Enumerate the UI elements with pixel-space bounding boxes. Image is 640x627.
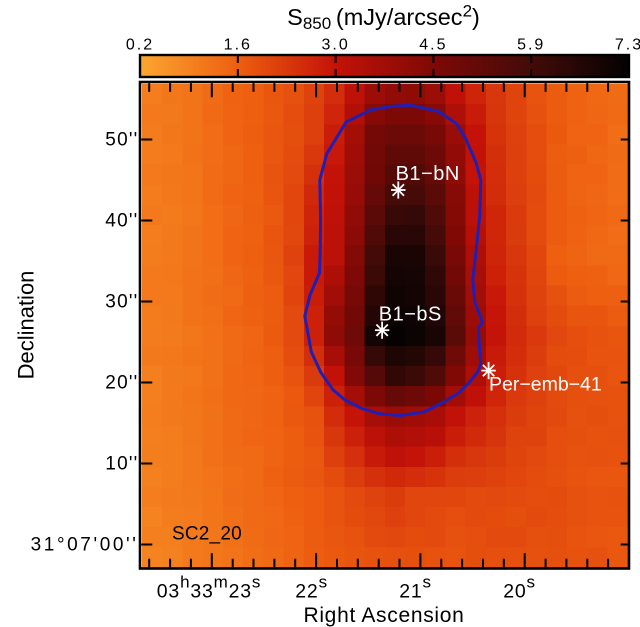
svg-text:21s: 21s — [399, 573, 432, 603]
svg-text:Per−emb−41: Per−emb−41 — [489, 374, 602, 396]
svg-text:20s: 20s — [503, 573, 536, 603]
svg-text:Right Ascension: Right Ascension — [303, 604, 464, 627]
svg-text:3.0: 3.0 — [321, 37, 349, 54]
svg-text:10'': 10'' — [105, 453, 138, 474]
svg-text:03h33m23s: 03h33m23s — [157, 573, 261, 603]
svg-text:50'': 50'' — [105, 129, 138, 150]
svg-text:4.5: 4.5 — [419, 37, 447, 54]
svg-text:S850 (mJy/arcsec2): S850 (mJy/arcsec2) — [287, 2, 480, 34]
svg-text:B1−bN: B1−bN — [396, 163, 460, 185]
svg-text:31°07'00'': 31°07'00'' — [31, 534, 139, 555]
svg-text:7.3: 7.3 — [615, 37, 640, 54]
svg-text:0.2: 0.2 — [126, 37, 154, 54]
svg-text:Declination: Declination — [14, 271, 39, 380]
svg-text:20'': 20'' — [105, 372, 138, 393]
svg-text:1.6: 1.6 — [224, 37, 252, 54]
svg-text:SC2_20: SC2_20 — [172, 524, 242, 545]
svg-text:30'': 30'' — [105, 291, 138, 312]
svg-text:5.9: 5.9 — [517, 37, 545, 54]
svg-text:B1−bS: B1−bS — [379, 304, 442, 326]
svg-text:22s: 22s — [295, 573, 328, 603]
svg-text:40'': 40'' — [105, 210, 138, 231]
